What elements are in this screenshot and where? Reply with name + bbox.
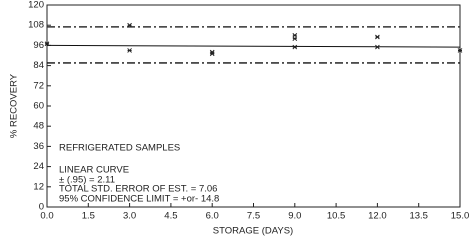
annotation: ± (.95) = 2.11: [59, 175, 115, 186]
annotation: REFRIGERATED SAMPLES: [59, 143, 180, 154]
y-tick-label: 12: [33, 181, 44, 192]
y-tick-label: 108: [28, 20, 44, 31]
x-tick-label: 12.0: [368, 211, 387, 222]
y-tick-label: 60: [33, 101, 44, 112]
data-point: [292, 36, 298, 42]
x-tick-label: 9.0: [288, 211, 301, 222]
x-tick-label: 6.0: [206, 211, 219, 222]
data-point: [209, 51, 215, 57]
data-point: [127, 22, 132, 28]
y-tick-label: 120: [28, 0, 44, 11]
data-point: [457, 48, 463, 53]
y-tick-label: 96: [33, 40, 44, 51]
annotation: TOTAL STD. ERROR OF EST. = 7.06: [59, 184, 217, 195]
reference-line: [46, 44, 461, 48]
y-tick-label: 36: [33, 141, 44, 152]
x-tick-label: 1.5: [82, 211, 95, 222]
annotation: 95% CONFIDENCE LIMIT = +or- 14.8: [59, 194, 219, 205]
x-tick-label: 3.0: [123, 211, 136, 222]
y-tick-label: 84: [33, 60, 44, 71]
y-tick-label: 0: [39, 202, 44, 213]
x-tick-label: 10.5: [327, 211, 346, 222]
x-tick-label: 0.0: [40, 211, 53, 222]
data-point: [375, 44, 380, 50]
y-tick-label: 48: [33, 121, 44, 132]
x-axis-title: STORAGE (DAYS): [213, 226, 293, 237]
data-point: [375, 34, 380, 40]
y-tick-label: 24: [33, 161, 44, 172]
x-tick-label: 4.5: [164, 211, 177, 222]
annotation: LINEAR CURVE: [59, 165, 129, 176]
y-axis-title: % RECOVERY: [9, 73, 20, 138]
data-point: [44, 41, 50, 47]
x-tick-label: 7.5: [247, 211, 260, 222]
x-tick-label: 13.5: [409, 211, 428, 222]
x-tick-label: 15.0: [451, 211, 470, 222]
data-point: [127, 48, 132, 53]
y-tick-label: 72: [33, 80, 44, 91]
data-point: [292, 44, 298, 50]
